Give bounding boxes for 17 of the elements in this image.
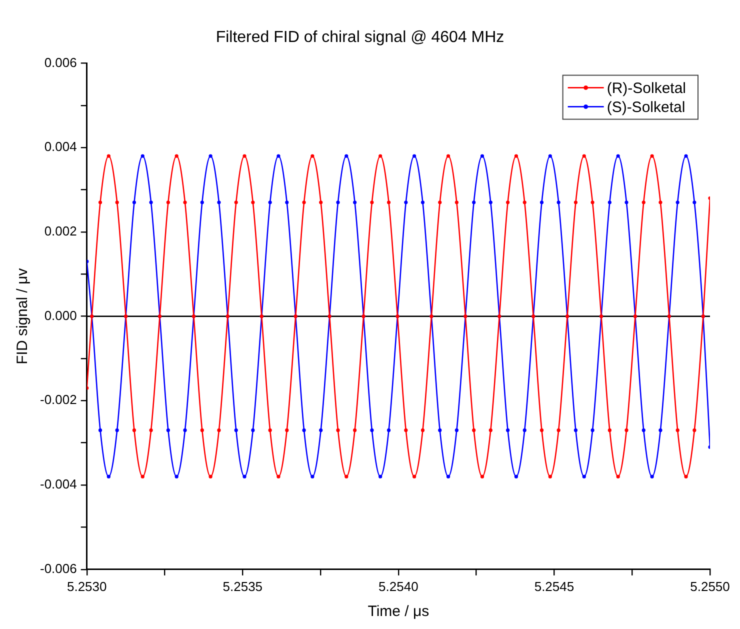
y-tick-label: -0.006 <box>40 560 77 576</box>
y-tick-label: 0.006 <box>44 54 77 70</box>
chart-title: Filtered FID of chiral signal @ 4604 MHz <box>216 29 504 46</box>
x-tick-label: 5.2530 <box>66 578 107 594</box>
y-tick-label: 0.002 <box>44 224 77 239</box>
y-tick-label: -0.002 <box>40 392 77 408</box>
legend-label: (R)-Solketal <box>606 80 686 97</box>
x-tick-label: 5.2535 <box>222 578 263 594</box>
legend-label: (S)-Solketal <box>606 98 686 116</box>
x-tick-label: 5.2545 <box>534 578 574 594</box>
y-tick-label: 0.000 <box>44 308 77 323</box>
x-axis-title: Time / μs <box>368 603 430 620</box>
y-tick-label: 0.004 <box>44 139 77 154</box>
y-axis-title: FID signal / μv <box>14 268 32 364</box>
y-tick-label: -0.004 <box>40 476 77 492</box>
x-tick-label: 5.2540 <box>378 578 418 594</box>
x-tick-label: 5.2550 <box>690 578 730 594</box>
